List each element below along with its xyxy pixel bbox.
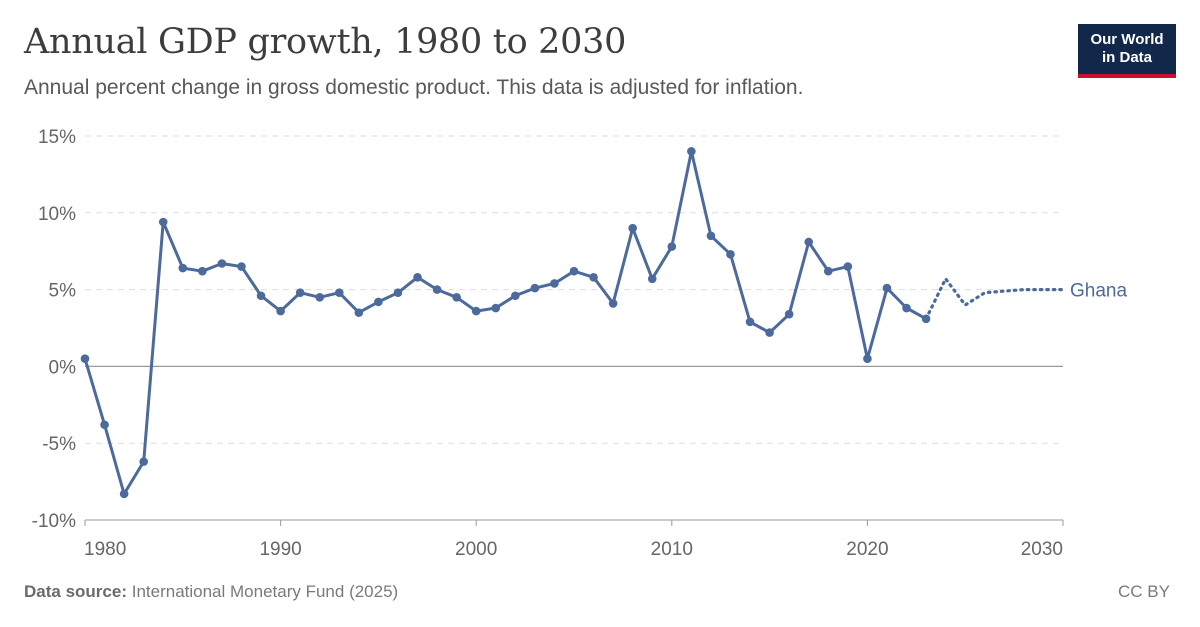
data-point	[902, 303, 911, 313]
series-lines	[83, 149, 1065, 496]
data-point	[726, 249, 735, 259]
license-link[interactable]: CC BY	[1118, 582, 1170, 601]
data-point	[530, 283, 540, 293]
y-tick-label: 0%	[49, 357, 77, 378]
data-point	[589, 273, 598, 282]
data-point	[882, 283, 892, 293]
y-tick-label: 10%	[38, 204, 76, 225]
series-line	[83, 149, 928, 496]
data-point	[256, 291, 266, 301]
data-point	[295, 288, 305, 297]
data-point	[100, 420, 109, 430]
data-point	[921, 314, 931, 324]
logo-line-2: in Data	[1101, 49, 1152, 66]
data-point	[178, 263, 188, 273]
data-point	[745, 317, 755, 327]
data-point	[119, 489, 129, 499]
data-point	[687, 147, 696, 156]
data-source: Data source: International Monetary Fund…	[24, 582, 398, 602]
data-point	[354, 308, 364, 317]
data-point	[198, 266, 207, 276]
axes: -10% -5% 0% 5% 10% 15% 1980 1990 2000 2010 2020 203…	[32, 127, 1064, 560]
data-point	[80, 354, 90, 364]
data-point	[393, 288, 403, 297]
data-point	[413, 273, 422, 282]
grid-lines	[85, 135, 1063, 444]
x-tick-label: 1980	[84, 539, 126, 560]
data-point	[432, 285, 442, 294]
data-point	[511, 291, 520, 301]
data-point	[784, 309, 794, 319]
data-point	[217, 259, 227, 268]
data-source-link[interactable]: International Monetary Fund (2025)	[131, 582, 399, 601]
x-tick-label: 2030	[1021, 539, 1063, 560]
data-point	[139, 457, 148, 466]
data-point	[471, 306, 481, 316]
x-tick-label: 2020	[846, 539, 888, 560]
data-point	[158, 217, 168, 227]
y-tick-label: 15%	[38, 127, 76, 148]
data-point	[628, 223, 637, 233]
data-point	[863, 354, 872, 364]
y-tick-label: -10%	[32, 511, 76, 532]
series-label-ghana: Ghana	[1070, 281, 1127, 302]
data-point	[334, 288, 344, 297]
data-point	[237, 262, 246, 271]
data-source-label: Data source:	[24, 582, 127, 601]
data-point	[804, 237, 814, 247]
data-point	[706, 231, 716, 241]
data-point	[823, 266, 833, 276]
data-point	[374, 297, 383, 307]
y-tick-label: -5%	[42, 434, 76, 455]
x-tick-label: 2000	[455, 539, 497, 560]
data-point	[647, 274, 657, 284]
x-tick-label: 1990	[259, 539, 301, 560]
chart-title: Annual GDP growth, 1980 to 2030	[24, 22, 627, 62]
data-point	[315, 292, 325, 302]
logo-line-1: Our World	[1090, 31, 1164, 48]
data-points	[80, 147, 931, 499]
data-point	[608, 299, 618, 308]
data-point	[569, 266, 579, 276]
data-point	[491, 303, 501, 313]
owid-logo[interactable]: Our World in Data	[1078, 24, 1176, 78]
data-point	[765, 328, 774, 337]
data-point	[843, 262, 853, 271]
series-labels: Ghana	[1070, 281, 1127, 302]
projection-line	[924, 277, 1065, 321]
y-tick-label: 5%	[49, 281, 77, 302]
x-tick-label: 2010	[651, 539, 693, 560]
data-point	[452, 292, 461, 302]
chart-subtitle: Annual percent change in gross domestic …	[24, 76, 804, 99]
data-point	[276, 306, 285, 316]
data-point	[667, 242, 677, 251]
data-point	[550, 279, 559, 288]
